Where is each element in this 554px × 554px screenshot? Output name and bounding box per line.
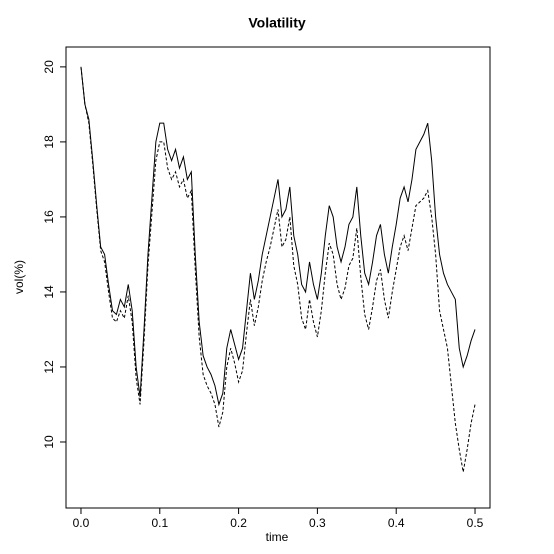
y-tick-label: 12 <box>42 360 56 374</box>
y-tick-label: 16 <box>42 210 56 224</box>
series-line <box>80 66 476 407</box>
series-line <box>80 66 476 473</box>
x-tick-label: 0.0 <box>73 516 90 530</box>
x-tick-label: 0.4 <box>388 516 405 530</box>
y-axis-label: vol(%) <box>12 260 26 294</box>
x-axis-label: time <box>266 530 289 544</box>
x-tick-label: 0.2 <box>230 516 247 530</box>
y-tick-label: 10 <box>42 435 56 449</box>
x-tick-label: 0.1 <box>151 516 168 530</box>
x-tick-label: 0.3 <box>309 516 326 530</box>
plot-frame <box>65 46 491 509</box>
y-tick-label: 18 <box>42 135 56 149</box>
x-tick-label: 0.5 <box>467 516 484 530</box>
chart-title: Volatility <box>248 15 306 31</box>
y-tick-label: 14 <box>42 285 56 299</box>
y-tick-label: 20 <box>42 60 56 74</box>
